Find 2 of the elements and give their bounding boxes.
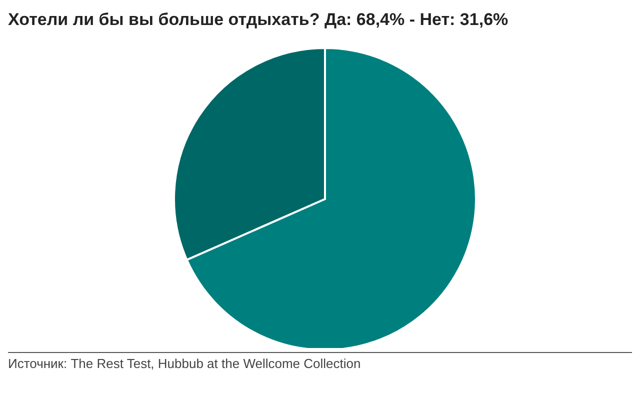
chart-title: Хотели ли бы вы больше отдыхать? Да: 68,4% - Нет: 31,6% [8, 9, 510, 31]
text: Источник: The Rest Test, Hubbub at the Wellcome Collection [8, 356, 362, 371]
